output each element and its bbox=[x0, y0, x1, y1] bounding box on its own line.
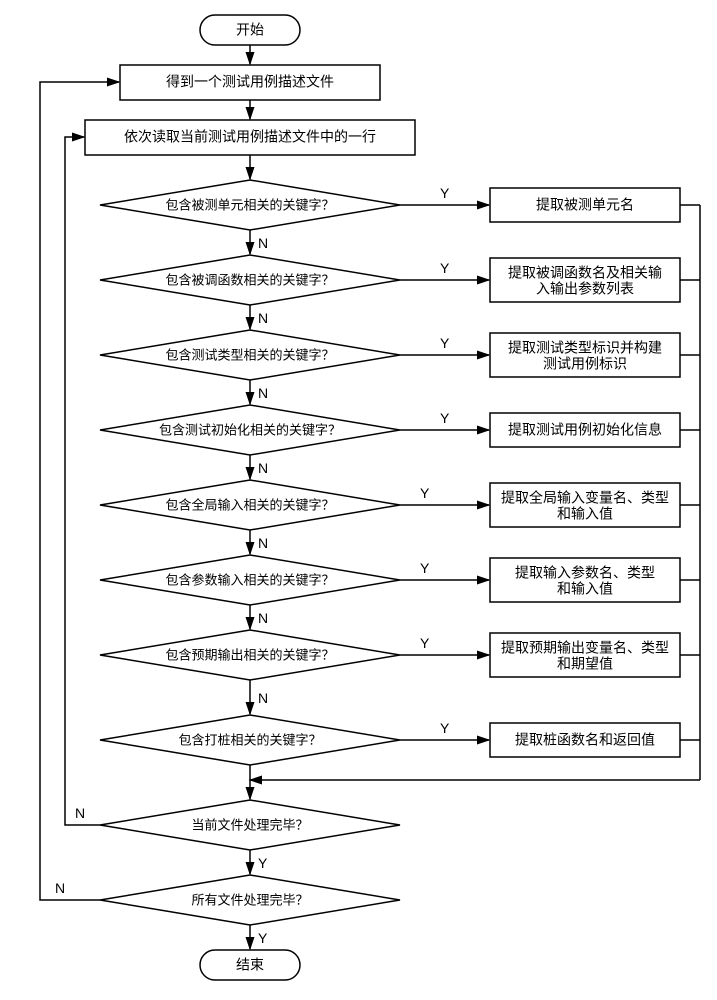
decision-d6-label: 包含参数输入相关的关键字？ bbox=[165, 572, 334, 587]
action-a7-l1: 提取预期输出变量名、类型 bbox=[501, 640, 669, 656]
decision-d2: 包含被调函数相关的关键字？ bbox=[100, 255, 400, 305]
action-a2-l1: 提取被调函数名及相关输 bbox=[508, 265, 662, 281]
label-no: N bbox=[258, 235, 268, 251]
action-a5: 提取全局输入变量名、类型 和输入值 bbox=[490, 483, 680, 527]
terminal-end: 结束 bbox=[200, 950, 300, 980]
label-no: N bbox=[258, 460, 268, 476]
decision-d1-label: 包含被测单元相关的关键字？ bbox=[165, 197, 334, 212]
decision-d10-label: 所有文件处理完毕？ bbox=[191, 892, 308, 907]
decision-d3: 包含测试类型相关的关键字？ bbox=[100, 330, 400, 380]
action-a5-l1: 提取全局输入变量名、类型 bbox=[501, 490, 669, 506]
decision-d7-label: 包含预期输出相关的关键字？ bbox=[165, 647, 334, 662]
decision-d4: 包含测试初始化相关的关键字？ bbox=[100, 405, 400, 455]
label-no: N bbox=[258, 610, 268, 626]
decision-d4-label: 包含测试初始化相关的关键字？ bbox=[159, 422, 341, 437]
process-step1: 得到一个测试用例描述文件 bbox=[120, 65, 380, 100]
action-a7-l2: 和期望值 bbox=[557, 656, 613, 672]
action-a3-l2: 测试用例标识 bbox=[543, 356, 627, 372]
action-a3: 提取测试类型标识并构建 测试用例标识 bbox=[490, 333, 680, 377]
label-yes: Y bbox=[258, 855, 268, 871]
decision-d8: 包含打桩相关的关键字？ bbox=[100, 715, 400, 765]
label-no: N bbox=[258, 535, 268, 551]
terminal-end-label: 结束 bbox=[236, 957, 264, 973]
action-a4-label: 提取测试用例初始化信息 bbox=[508, 422, 662, 438]
decision-d1: 包含被测单元相关的关键字？ bbox=[100, 180, 400, 230]
action-a6-l2: 和输入值 bbox=[557, 581, 613, 597]
decision-d6: 包含参数输入相关的关键字？ bbox=[100, 555, 400, 605]
decision-d5-label: 包含全局输入相关的关键字？ bbox=[165, 497, 334, 512]
process-step2: 依次读取当前测试用例描述文件中的一行 bbox=[85, 120, 415, 155]
label-yes: Y bbox=[440, 260, 450, 276]
action-a2: 提取被调函数名及相关输 入输出参数列表 bbox=[490, 258, 680, 302]
label-no: N bbox=[258, 690, 268, 706]
flowchart: 开始 得到一个测试用例描述文件 依次读取当前测试用例描述文件中的一行 包含被测单… bbox=[0, 0, 717, 1000]
label-yes: Y bbox=[440, 410, 450, 426]
action-a2-l2: 入输出参数列表 bbox=[536, 281, 634, 297]
label-no: N bbox=[258, 385, 268, 401]
decision-d9: 当前文件处理完毕？ bbox=[100, 800, 400, 850]
label-yes: Y bbox=[440, 335, 450, 351]
decision-d10: 所有文件处理完毕？ bbox=[100, 875, 400, 925]
label-yes: Y bbox=[420, 560, 430, 576]
action-a3-l1: 提取测试类型标识并构建 bbox=[508, 340, 662, 356]
action-a1: 提取被测单元名 bbox=[490, 188, 680, 222]
decision-d2-label: 包含被调函数相关的关键字？ bbox=[165, 272, 334, 287]
label-yes: Y bbox=[440, 720, 450, 736]
action-a4: 提取测试用例初始化信息 bbox=[490, 413, 680, 447]
loop-d9-n: N bbox=[65, 137, 100, 825]
label-no: N bbox=[55, 880, 65, 896]
action-a8: 提取桩函数名和返回值 bbox=[490, 723, 680, 757]
decision-d9-label: 当前文件处理完毕？ bbox=[191, 817, 308, 832]
action-a6: 提取输入参数名、类型 和输入值 bbox=[490, 558, 680, 602]
decision-d7: 包含预期输出相关的关键字？ bbox=[100, 630, 400, 680]
action-a8-label: 提取桩函数名和返回值 bbox=[515, 732, 655, 748]
decision-d8-label: 包含打桩相关的关键字？ bbox=[178, 732, 321, 747]
label-yes: Y bbox=[420, 485, 430, 501]
process-step2-label: 依次读取当前测试用例描述文件中的一行 bbox=[124, 129, 376, 145]
process-step1-label: 得到一个测试用例描述文件 bbox=[166, 74, 334, 90]
action-a6-l1: 提取输入参数名、类型 bbox=[515, 565, 655, 581]
label-yes: Y bbox=[420, 635, 430, 651]
terminal-start-label: 开始 bbox=[236, 22, 264, 38]
label-yes: Y bbox=[258, 930, 268, 946]
action-a1-label: 提取被测单元名 bbox=[536, 197, 634, 213]
decision-d5: 包含全局输入相关的关键字？ bbox=[100, 480, 400, 530]
action-a5-l2: 和输入值 bbox=[557, 506, 613, 522]
terminal-start: 开始 bbox=[200, 15, 300, 45]
label-no: N bbox=[258, 310, 268, 326]
action-a7: 提取预期输出变量名、类型 和期望值 bbox=[490, 633, 680, 677]
decision-d3-label: 包含测试类型相关的关键字？ bbox=[165, 347, 334, 362]
label-yes: Y bbox=[440, 185, 450, 201]
label-no: N bbox=[75, 805, 85, 821]
